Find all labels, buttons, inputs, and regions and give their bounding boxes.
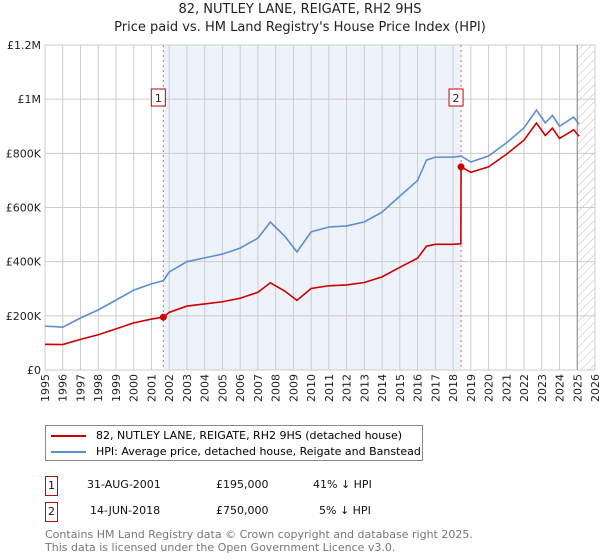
footer-line: Contains HM Land Registry data © Crown c…: [45, 528, 473, 541]
x-tick-label: 2024: [554, 374, 567, 402]
x-tick-label: 2004: [199, 374, 212, 402]
transaction-date: 31-AUG-2001: [87, 478, 161, 491]
legend-swatch-hpi: [51, 450, 86, 453]
x-tick-label: 2011: [323, 374, 336, 402]
y-tick-label: £200K: [6, 310, 42, 323]
x-tick-label: 2003: [181, 374, 194, 402]
x-tick-label: 1999: [110, 374, 123, 402]
x-tick-label: 2015: [394, 374, 407, 402]
x-tick-label: 1997: [74, 374, 87, 402]
y-tick-label: £0: [27, 364, 41, 377]
x-tick-label: 2025: [571, 374, 584, 402]
sale-point: [457, 163, 465, 171]
x-tick-label: 2026: [589, 374, 600, 402]
x-tick-label: 2020: [483, 374, 496, 402]
x-tick-label: 1998: [92, 374, 105, 402]
footer-line: This data is licensed under the Open Gov…: [45, 541, 396, 554]
transaction-hpi: 41% ↓ HPI: [313, 478, 372, 491]
footer: Contains HM Land Registry data © Crown c…: [45, 528, 473, 554]
transaction-hpi: 5% ↓ HPI: [319, 504, 371, 517]
x-tick-label: 2008: [270, 374, 283, 402]
y-tick-label: £800K: [6, 147, 42, 160]
transaction-date: 14-JUN-2018: [90, 504, 161, 517]
x-tick-label: 2023: [536, 374, 549, 402]
x-tick-label: 1995: [39, 374, 52, 402]
price-chart: 1995 1996 1997 1998 1999 2000 2001 2002 2003 2004…: [6, 39, 600, 402]
sale-label: 1: [155, 92, 162, 105]
x-tick-label: 2010: [305, 374, 318, 402]
transaction-price: £750,000: [216, 504, 269, 517]
x-tick-label: 2001: [145, 374, 158, 402]
y-tick-label: £400K: [6, 256, 42, 269]
y-tick-label: £600K: [6, 202, 42, 215]
property-price-line: [44, 121, 580, 346]
legend-label-hpi: HPI: Average price, detached house, Reig…: [96, 445, 421, 458]
x-tick-label: 2018: [447, 374, 460, 402]
sale-point: [159, 313, 167, 321]
x-tick-label: 2012: [341, 374, 354, 402]
legend-label-property: 82, NUTLEY LANE, REIGATE, RH2 9HS (detac…: [96, 429, 403, 442]
x-tick-label: 2014: [376, 374, 389, 402]
x-tick-label: 2021: [500, 374, 513, 402]
y-tick-label: £1.2M: [7, 39, 41, 52]
y-tick-label: £1M: [18, 93, 42, 106]
x-tick-label: 2006: [234, 374, 247, 402]
chart-title: 82, NUTLEY LANE, REIGATE, RH2 9HS: [178, 2, 422, 17]
legend: 82, NUTLEY LANE, REIGATE, RH2 9HS (detac…: [45, 425, 423, 461]
x-tick-label: 2013: [358, 374, 371, 402]
sale-label-box: [448, 88, 464, 107]
transaction-marker: 2: [45, 502, 58, 522]
x-tick-label: 2007: [252, 374, 265, 402]
x-tick-label: 2005: [216, 374, 229, 402]
sale-label-box: [150, 88, 166, 107]
x-tick-label: 2022: [518, 374, 531, 402]
transaction-price: £195,000: [216, 478, 269, 491]
legend-swatch-property: [51, 434, 86, 437]
sale-label: 2: [453, 92, 460, 105]
transaction-marker: 1: [45, 476, 58, 496]
chart-subtitle: Price paid vs. HM Land Registry's House …: [114, 20, 486, 35]
x-tick-label: 2009: [287, 374, 300, 402]
x-tick-label: 2000: [128, 374, 141, 402]
x-tick-label: 2016: [412, 374, 425, 402]
x-tick-label: 2002: [163, 374, 176, 402]
x-tick-label: 2019: [465, 374, 478, 402]
x-tick-label: 2017: [429, 374, 442, 402]
x-tick-label: 1996: [57, 374, 70, 402]
hpi-line: [44, 108, 580, 329]
